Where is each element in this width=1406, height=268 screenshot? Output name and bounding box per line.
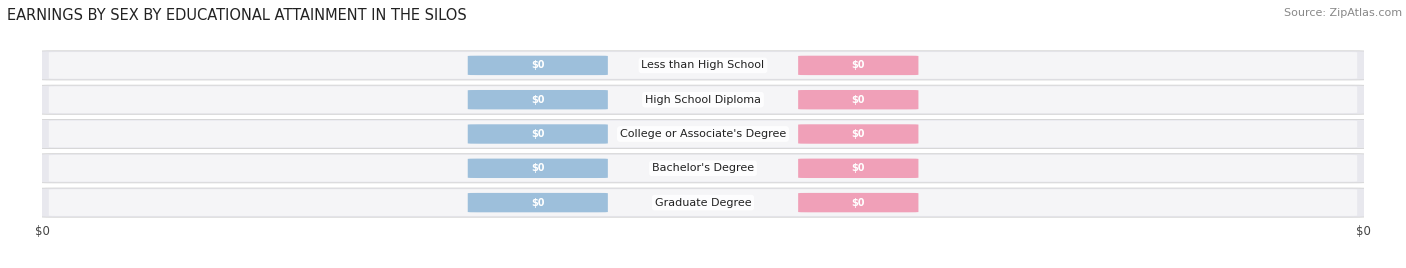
FancyBboxPatch shape (468, 56, 607, 75)
FancyBboxPatch shape (35, 188, 1371, 217)
Text: Bachelor's Degree: Bachelor's Degree (652, 163, 754, 173)
Text: $0: $0 (852, 163, 865, 173)
Text: $0: $0 (531, 60, 544, 70)
Text: College or Associate's Degree: College or Associate's Degree (620, 129, 786, 139)
FancyBboxPatch shape (799, 56, 918, 75)
Text: High School Diploma: High School Diploma (645, 95, 761, 105)
Text: $0: $0 (852, 129, 865, 139)
FancyBboxPatch shape (799, 159, 918, 178)
Text: Graduate Degree: Graduate Degree (655, 198, 751, 208)
Text: $0: $0 (852, 198, 865, 208)
FancyBboxPatch shape (49, 52, 1357, 79)
FancyBboxPatch shape (49, 86, 1357, 113)
Text: EARNINGS BY SEX BY EDUCATIONAL ATTAINMENT IN THE SILOS: EARNINGS BY SEX BY EDUCATIONAL ATTAINMEN… (7, 8, 467, 23)
Text: $0: $0 (531, 198, 544, 208)
Text: $0: $0 (531, 95, 544, 105)
Text: $0: $0 (852, 95, 865, 105)
FancyBboxPatch shape (799, 193, 918, 212)
Text: $0: $0 (852, 60, 865, 70)
FancyBboxPatch shape (35, 120, 1371, 148)
Text: Less than High School: Less than High School (641, 60, 765, 70)
FancyBboxPatch shape (468, 124, 607, 144)
FancyBboxPatch shape (799, 90, 918, 109)
FancyBboxPatch shape (49, 155, 1357, 182)
FancyBboxPatch shape (49, 121, 1357, 147)
FancyBboxPatch shape (35, 85, 1371, 114)
FancyBboxPatch shape (35, 51, 1371, 80)
FancyBboxPatch shape (35, 154, 1371, 183)
FancyBboxPatch shape (468, 159, 607, 178)
FancyBboxPatch shape (799, 124, 918, 144)
FancyBboxPatch shape (468, 90, 607, 109)
Text: $0: $0 (531, 129, 544, 139)
Text: Source: ZipAtlas.com: Source: ZipAtlas.com (1284, 8, 1402, 18)
FancyBboxPatch shape (49, 189, 1357, 216)
Text: $0: $0 (531, 163, 544, 173)
FancyBboxPatch shape (468, 193, 607, 212)
